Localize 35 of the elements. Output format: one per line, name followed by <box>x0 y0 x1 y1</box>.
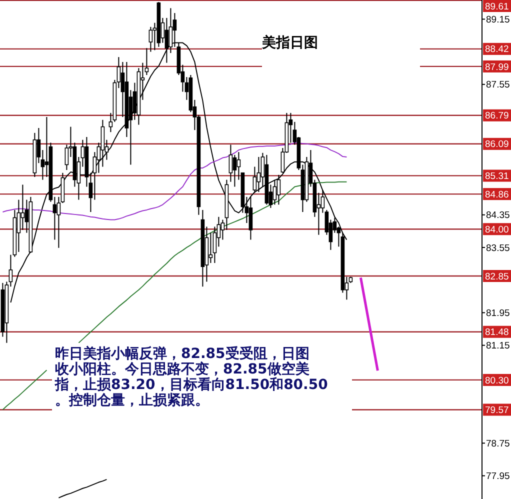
y-tick-label: 89.15 <box>486 14 510 26</box>
y-tick-label: 81.15 <box>486 340 510 352</box>
y-tick-label: 84.35 <box>486 210 510 222</box>
ref-line-label: 86.79 <box>485 110 509 122</box>
candlestick <box>228 144 233 182</box>
ref-line-label: 86.09 <box>485 139 509 150</box>
candlestick <box>236 152 241 180</box>
y-tick-label: 78.75 <box>486 438 510 450</box>
ref-line-label: 87.99 <box>485 62 509 73</box>
annotation: 昨日美指小幅反弹，82.85受受阻，日图收小阳柱。今日思路不变，82.85做空美指，止损83.20，目标看向81.50和80.50。控制仓量，止损紧跟。 <box>54 345 328 408</box>
candlestick <box>144 48 149 76</box>
ref-line-label: 82.85 <box>485 271 509 282</box>
text: 美指日图 <box>261 34 318 51</box>
candlestick <box>276 174 281 206</box>
y-tick-label: 77.95 <box>486 471 510 482</box>
candlestick <box>272 179 277 206</box>
y-tick-label: 83.55 <box>486 242 510 254</box>
y-tick-label: 87.55 <box>486 80 510 91</box>
ref-line-label: 85.31 <box>485 171 509 182</box>
candlestick <box>100 119 105 168</box>
ref-line-label: 89.61 <box>485 1 509 12</box>
ref-line-label: 81.48 <box>485 327 509 338</box>
candlestick <box>148 26 153 52</box>
ref-line-label: 88.42 <box>485 44 509 56</box>
candlestick <box>320 189 325 214</box>
ref-line-label: 84.86 <box>485 189 509 200</box>
ref-line-label: 80.30 <box>485 375 509 386</box>
y-tick-label: 81.95 <box>486 308 510 320</box>
line-series <box>58 478 108 498</box>
candlestick <box>232 154 237 188</box>
candlestick <box>256 156 261 193</box>
candlestick <box>20 184 25 230</box>
ref-line-label: 84.00 <box>485 224 509 236</box>
ref-line-label: 79.57 <box>485 405 509 416</box>
candlestick <box>248 196 253 240</box>
